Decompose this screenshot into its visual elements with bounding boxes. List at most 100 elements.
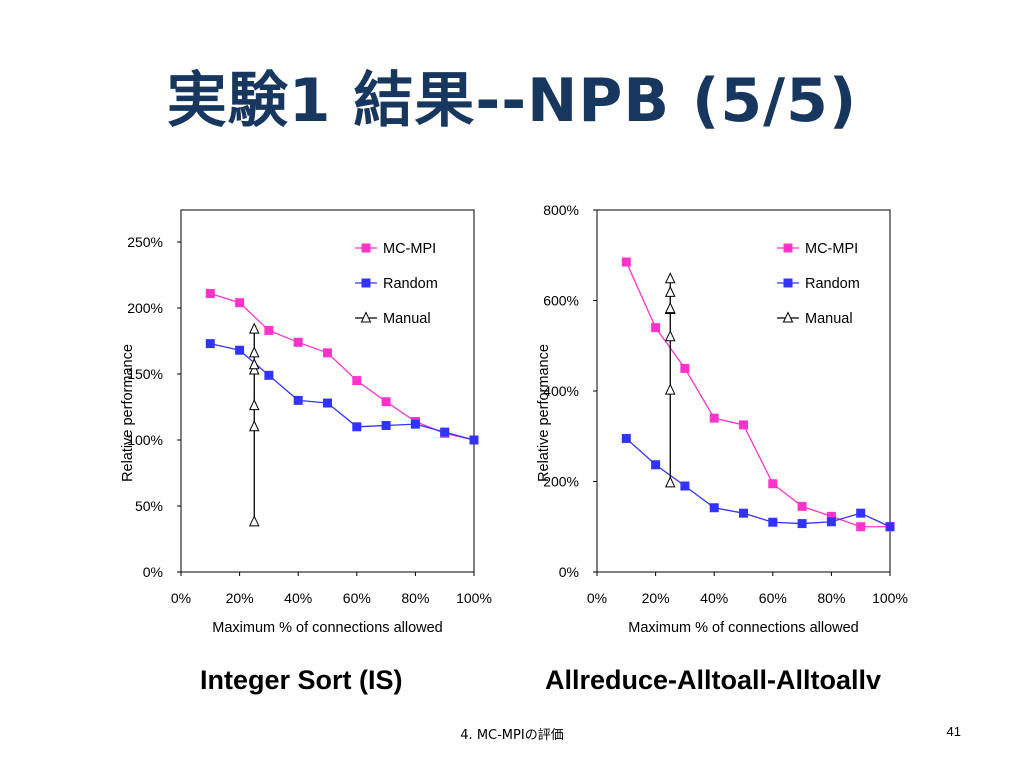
data-point bbox=[739, 508, 748, 518]
data-point bbox=[797, 519, 807, 529]
data-point bbox=[248, 346, 260, 358]
y-tick-label: 600% bbox=[543, 293, 579, 309]
x-tick-label: 60% bbox=[759, 590, 787, 606]
x-tick-label: 80% bbox=[817, 590, 845, 606]
data-point bbox=[205, 288, 215, 298]
legend-marker bbox=[361, 278, 371, 288]
x-tick-label: 100% bbox=[872, 590, 908, 606]
y-tick-label: 200% bbox=[127, 300, 163, 316]
data-point bbox=[205, 339, 215, 349]
data-point bbox=[826, 517, 836, 527]
x-tick-label: 80% bbox=[401, 590, 429, 606]
data-point bbox=[381, 420, 391, 430]
legend-marker bbox=[782, 311, 794, 323]
data-point bbox=[248, 420, 260, 432]
data-point bbox=[856, 522, 866, 532]
data-point bbox=[856, 508, 866, 518]
y-tick-label: 0% bbox=[559, 564, 579, 580]
legend-label: Manual bbox=[383, 311, 431, 327]
x-axis-label: Maximum % of connections allowed bbox=[628, 620, 859, 636]
data-point bbox=[248, 363, 260, 375]
slide-footer: 4. MC-MPIの評価 bbox=[460, 728, 564, 743]
data-point bbox=[768, 479, 778, 489]
chart-allreduce-alltoall-alltoallv: 0% 200% 400% 600% 800% 0% 20% 40% 60% 80% 100% Maxi… bbox=[536, 202, 908, 636]
data-point bbox=[293, 337, 303, 347]
series-line-random bbox=[625, 438, 891, 528]
data-point bbox=[664, 272, 676, 284]
x-tick-label: 40% bbox=[700, 590, 728, 606]
slide-title: 実験1 結果--NPB (5/5) bbox=[166, 66, 858, 136]
x-tick-label: 20% bbox=[226, 590, 254, 606]
y-tick-label: 800% bbox=[543, 202, 579, 218]
page-number: 41 bbox=[946, 724, 961, 739]
data-point bbox=[440, 427, 450, 437]
data-point bbox=[797, 501, 807, 511]
series-line-random bbox=[210, 343, 475, 441]
data-point bbox=[621, 434, 631, 444]
legend-label: Random bbox=[805, 276, 860, 292]
data-point bbox=[323, 398, 332, 408]
series-line-mc-mpi bbox=[210, 292, 475, 441]
legend-label: MC-MPI bbox=[383, 241, 436, 257]
y-tick-label: 200% bbox=[543, 474, 579, 490]
y-tick-label: 0% bbox=[143, 564, 163, 580]
data-point bbox=[352, 376, 362, 386]
data-point bbox=[293, 395, 303, 405]
data-point bbox=[323, 348, 332, 358]
data-point bbox=[352, 422, 362, 432]
x-tick-label: 0% bbox=[171, 590, 191, 606]
legend-label: MC-MPI bbox=[805, 241, 858, 257]
legend-marker bbox=[361, 243, 371, 253]
y-axis-label: Relative performance bbox=[120, 344, 136, 482]
data-point bbox=[664, 301, 676, 314]
y-tick-label: 50% bbox=[135, 498, 163, 514]
data-point bbox=[664, 476, 676, 488]
data-point bbox=[651, 460, 661, 470]
data-point bbox=[664, 330, 676, 342]
data-point bbox=[885, 522, 895, 532]
data-point bbox=[248, 322, 260, 334]
data-point bbox=[469, 435, 479, 445]
x-axis-label: Maximum % of connections allowed bbox=[212, 620, 443, 636]
y-tick-label: 250% bbox=[127, 234, 163, 250]
data-point bbox=[768, 517, 778, 527]
data-point bbox=[381, 397, 391, 407]
legend-marker bbox=[360, 311, 372, 323]
plot-frame bbox=[180, 209, 475, 573]
legend-label: Manual bbox=[805, 311, 853, 327]
data-point bbox=[621, 257, 631, 267]
x-tick-label: 60% bbox=[343, 590, 371, 606]
data-point bbox=[410, 419, 420, 429]
data-point bbox=[709, 503, 719, 513]
legend-marker bbox=[783, 278, 793, 288]
data-point bbox=[235, 345, 245, 355]
data-point bbox=[248, 358, 260, 370]
data-point bbox=[651, 323, 661, 333]
data-point bbox=[248, 399, 260, 411]
data-point bbox=[739, 420, 748, 430]
data-point bbox=[680, 363, 690, 373]
caption-integer-sort: Integer Sort (IS) bbox=[200, 665, 403, 695]
y-tick-label: 150% bbox=[127, 366, 163, 382]
data-point bbox=[235, 298, 245, 308]
x-tick-label: 0% bbox=[587, 590, 607, 606]
chart-integer-sort: 0% 50% 100% 150% 200% 250% 0% 20% 40% 60% 80% 100% M… bbox=[120, 209, 492, 636]
x-tick-label: 20% bbox=[642, 590, 670, 606]
data-point bbox=[826, 511, 836, 521]
caption-allreduce: Allreduce-Alltoall-Alltoallv bbox=[545, 665, 882, 695]
data-point bbox=[248, 515, 260, 527]
data-point bbox=[709, 413, 719, 423]
data-point bbox=[664, 285, 676, 297]
y-tick-label: 100% bbox=[127, 432, 163, 448]
legend-marker bbox=[783, 243, 793, 253]
data-point bbox=[680, 481, 690, 491]
y-axis-label: Relative performance bbox=[536, 344, 552, 482]
x-tick-label: 100% bbox=[456, 590, 492, 606]
data-point bbox=[664, 383, 676, 395]
data-point bbox=[264, 325, 274, 335]
y-tick-label: 400% bbox=[543, 383, 579, 399]
legend-label: Random bbox=[383, 276, 438, 292]
x-tick-label: 40% bbox=[284, 590, 312, 606]
data-point bbox=[264, 370, 274, 380]
